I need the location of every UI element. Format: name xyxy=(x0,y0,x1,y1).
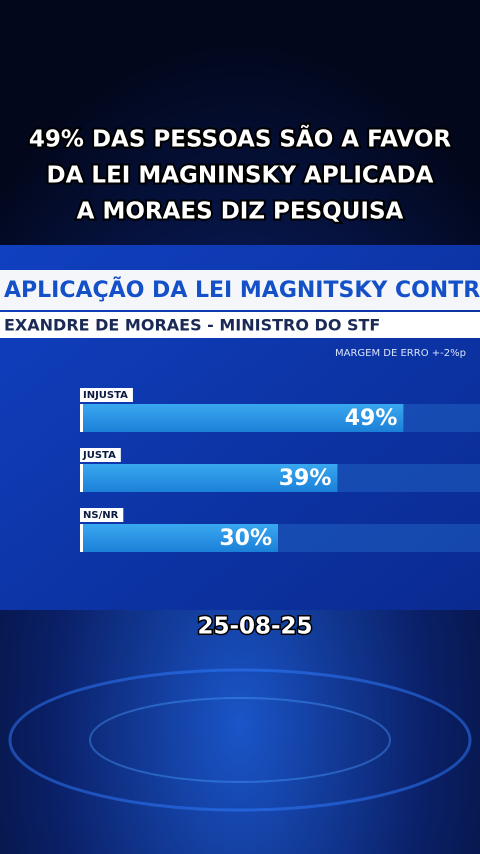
headline-line: 49% DAS PESSOAS SÃO A FAVOR xyxy=(29,125,451,153)
bar xyxy=(80,404,404,432)
bar-edge xyxy=(80,404,83,432)
bar-edge xyxy=(80,524,83,552)
decor-ring xyxy=(8,668,472,812)
category-box xyxy=(80,448,121,462)
headline-line: DA LEI MAGNINSKY APLICADA xyxy=(47,163,434,189)
decor-ring xyxy=(89,697,391,783)
value-label: 30% xyxy=(219,526,272,551)
category-label: JUSTA xyxy=(82,450,116,461)
chart-subtitle: EXANDRE DE MORAES - MINISTRO DO STF xyxy=(4,316,380,335)
value-label: 49% xyxy=(345,406,398,431)
bar xyxy=(80,524,278,552)
category-label: NS/NR xyxy=(83,510,119,521)
bar xyxy=(80,464,338,492)
chart-title: APLICAÇÃO DA LEI MAGNITSKY CONTRA MORA xyxy=(4,277,480,303)
headline-line: A MORAES DIZ PESQUISA xyxy=(77,199,404,225)
bar-edge xyxy=(80,464,83,492)
category-box xyxy=(80,388,133,402)
subtitle-band xyxy=(0,312,480,338)
category-box xyxy=(80,508,124,522)
value-label: 39% xyxy=(279,466,332,491)
note: MARGEM DE ERRO +-2%p xyxy=(335,348,466,359)
date: 25-08-25 xyxy=(197,614,312,640)
title-band xyxy=(0,270,480,310)
category-label: INJUSTA xyxy=(83,390,128,401)
